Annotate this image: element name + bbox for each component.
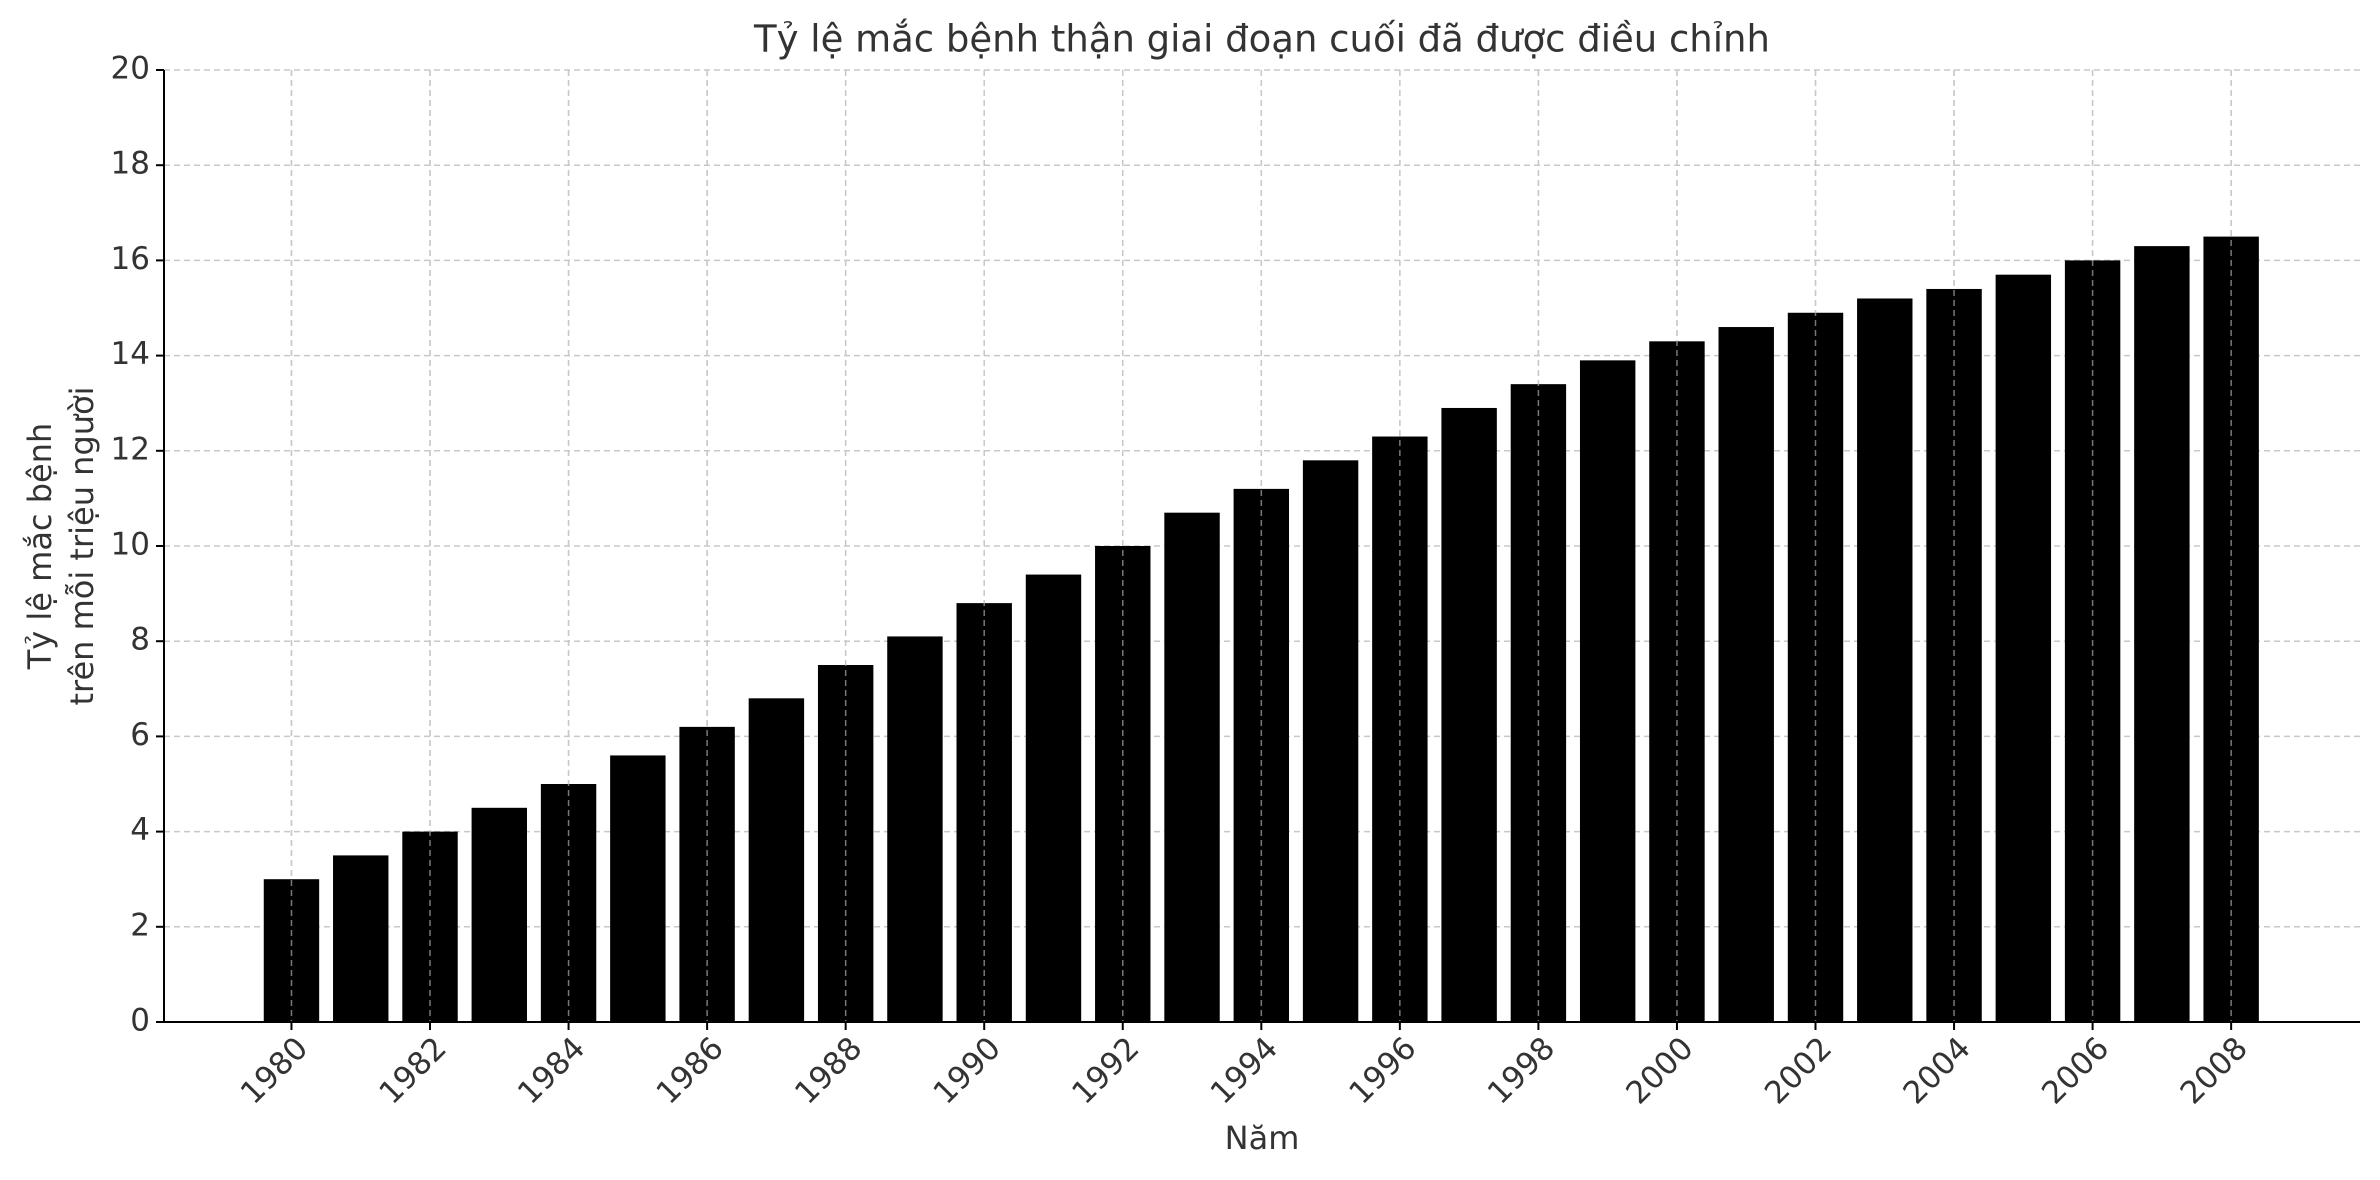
y-tick-label: 0 [130, 1003, 150, 1039]
x-tick-label: 1986 [650, 1030, 731, 1111]
bar [2134, 246, 2190, 1022]
x-tick-label: 1990 [927, 1030, 1008, 1111]
bar [748, 698, 805, 1022]
bar [1441, 407, 1497, 1023]
x-tick-label: 2004 [1896, 1030, 1977, 1111]
bar [1302, 460, 1359, 1022]
bar [471, 807, 527, 1022]
bar [1164, 512, 1220, 1022]
x-tick-label: 1988 [788, 1030, 869, 1111]
x-tick-label: 2002 [1758, 1030, 1839, 1111]
x-tick-label: 1982 [372, 1030, 453, 1111]
y-tick-label: 2 [130, 907, 150, 943]
x-tick-label: 2000 [1619, 1030, 1700, 1111]
y-tick-label: 10 [111, 527, 150, 563]
bar [610, 755, 666, 1022]
x-tick-label: 1994 [1204, 1030, 1285, 1111]
y-tick-label: 4 [130, 812, 150, 848]
y-axis-label: trên mỗi triệu người [63, 386, 101, 705]
bar [1995, 274, 2052, 1022]
x-tick-label: 1980 [234, 1030, 315, 1111]
x-tick-label: 1998 [1481, 1030, 1562, 1111]
bar [1579, 360, 1636, 1022]
bar [1857, 298, 1913, 1023]
y-tick-label: 6 [130, 717, 150, 753]
y-axis-label: Tỷ lệ mắc bệnh [21, 423, 59, 671]
x-tick-label: 2008 [2174, 1030, 2255, 1111]
y-tick-label: 8 [130, 622, 150, 658]
x-axis-label: Năm [1225, 1119, 1300, 1157]
chart-title: Tỷ lệ mắc bệnh thận giai đoạn cuối đã đư… [753, 18, 1770, 61]
x-tick-label: 1996 [1342, 1030, 1423, 1111]
y-tick-label: 12 [111, 431, 150, 467]
bar [1718, 327, 1774, 1022]
x-tick-label: 1984 [511, 1030, 592, 1111]
bar [333, 855, 389, 1022]
y-tick-label: 20 [111, 51, 150, 87]
bar [887, 636, 943, 1022]
y-tick-label: 14 [111, 336, 150, 372]
y-tick-label: 18 [111, 146, 150, 182]
bar [1025, 574, 1082, 1022]
y-tick-label: 16 [111, 241, 150, 277]
x-tick-label: 1992 [1065, 1030, 1146, 1111]
x-tick-label: 2006 [2035, 1030, 2116, 1111]
